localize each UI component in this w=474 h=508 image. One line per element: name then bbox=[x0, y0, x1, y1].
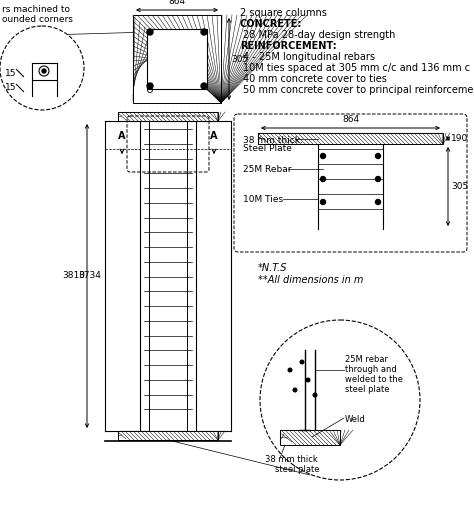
Text: 25M rebar: 25M rebar bbox=[345, 355, 388, 364]
Text: 25M Rebar: 25M Rebar bbox=[243, 165, 292, 174]
Bar bbox=[280, 430, 340, 445]
Text: 50 mm concrete cover to principal reinforcemen: 50 mm concrete cover to principal reinfo… bbox=[243, 85, 474, 95]
Circle shape bbox=[306, 378, 310, 382]
Text: 864: 864 bbox=[168, 0, 185, 6]
Text: 190: 190 bbox=[451, 134, 468, 143]
Circle shape bbox=[300, 360, 304, 364]
Text: REINFORCEMENT:: REINFORCEMENT: bbox=[240, 41, 337, 51]
Circle shape bbox=[375, 153, 381, 158]
Text: Weld: Weld bbox=[345, 415, 366, 424]
Text: through and: through and bbox=[345, 365, 397, 374]
Circle shape bbox=[320, 176, 326, 181]
Circle shape bbox=[0, 26, 84, 110]
Circle shape bbox=[201, 83, 207, 89]
Circle shape bbox=[320, 153, 326, 158]
Circle shape bbox=[147, 29, 153, 35]
Circle shape bbox=[320, 200, 326, 205]
Text: rs machined to: rs machined to bbox=[2, 5, 70, 14]
Bar bbox=[147, 29, 207, 89]
Text: *N.T.S: *N.T.S bbox=[258, 263, 288, 273]
Circle shape bbox=[201, 29, 207, 35]
Text: 3810: 3810 bbox=[62, 271, 85, 280]
Text: 3734: 3734 bbox=[78, 271, 101, 280]
Bar bbox=[258, 133, 443, 144]
Text: 15: 15 bbox=[4, 83, 16, 92]
Circle shape bbox=[260, 320, 420, 480]
Circle shape bbox=[147, 83, 153, 89]
Text: 28 MPa 28-day design strength: 28 MPa 28-day design strength bbox=[243, 30, 395, 40]
Text: A: A bbox=[210, 131, 218, 141]
Text: A: A bbox=[118, 131, 126, 141]
Bar bbox=[118, 112, 218, 121]
Text: 40 mm concrete cover to ties: 40 mm concrete cover to ties bbox=[243, 74, 387, 84]
Circle shape bbox=[293, 388, 297, 392]
Text: **All dimensions in m: **All dimensions in m bbox=[258, 275, 364, 285]
Text: steel plate: steel plate bbox=[345, 385, 390, 394]
Text: 305: 305 bbox=[451, 182, 468, 191]
Text: 10M Ties: 10M Ties bbox=[243, 195, 283, 204]
Text: 38 mm thick: 38 mm thick bbox=[265, 455, 318, 464]
Bar bbox=[133, 15, 221, 103]
Circle shape bbox=[42, 69, 46, 73]
Text: 864: 864 bbox=[342, 115, 359, 124]
Text: Steel Plate: Steel Plate bbox=[243, 144, 292, 153]
Circle shape bbox=[313, 393, 317, 397]
Text: ounded corners: ounded corners bbox=[2, 15, 73, 24]
Bar bbox=[118, 431, 218, 440]
Text: welded to the: welded to the bbox=[345, 375, 403, 384]
Text: steel plate: steel plate bbox=[275, 465, 319, 474]
Text: 305: 305 bbox=[231, 54, 248, 64]
Text: 38 mm thick.: 38 mm thick. bbox=[243, 136, 303, 145]
Text: 4 - 25M longitudinal rebars: 4 - 25M longitudinal rebars bbox=[243, 52, 375, 62]
Bar bbox=[140, 121, 196, 431]
Text: 2 square columns: 2 square columns bbox=[240, 8, 327, 18]
Circle shape bbox=[288, 368, 292, 372]
Text: CONCRETE:: CONCRETE: bbox=[240, 19, 302, 29]
Circle shape bbox=[375, 176, 381, 181]
Circle shape bbox=[375, 200, 381, 205]
Text: 10M ties spaced at 305 mm c/c and 136 mm c: 10M ties spaced at 305 mm c/c and 136 mm… bbox=[243, 63, 470, 73]
Text: 15: 15 bbox=[4, 69, 16, 78]
